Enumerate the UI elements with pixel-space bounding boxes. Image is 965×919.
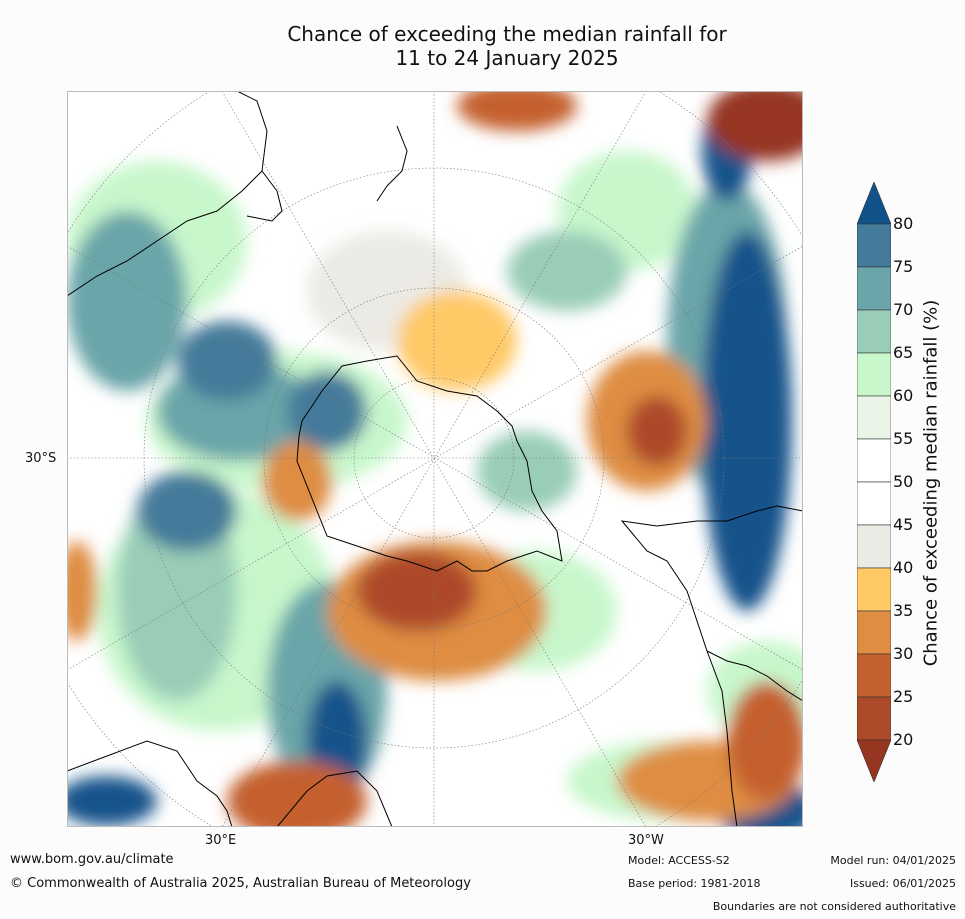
lon-label-30e: 30°E bbox=[205, 833, 237, 848]
colorbar-bin-75-80 bbox=[857, 223, 891, 268]
colorbar-bin-35-40 bbox=[857, 567, 891, 612]
rainfall-probability-map bbox=[67, 91, 803, 827]
colorbar-tick-label: 25 bbox=[893, 687, 914, 706]
map-svg bbox=[67, 91, 803, 827]
colorbar-bin-70-75 bbox=[857, 266, 891, 311]
base-period: Base period: 1981-2018 bbox=[628, 877, 761, 890]
issued-date: Issued: 06/01/2025 bbox=[849, 877, 956, 890]
colorbar-tick-label: 40 bbox=[893, 558, 914, 577]
colorbar-tick-label: 65 bbox=[893, 343, 914, 362]
colorbar-bin-40-45 bbox=[857, 524, 891, 569]
website-link[interactable]: www.bom.gov.au/climate bbox=[10, 852, 174, 867]
colorbar-tick-label: 45 bbox=[893, 515, 914, 534]
colorbar-bin-45-50 bbox=[857, 481, 891, 526]
colorbar bbox=[857, 182, 891, 782]
lon-label-30w: 30°W bbox=[628, 833, 664, 848]
coastlines bbox=[67, 91, 803, 827]
colorbar-bin-25-30 bbox=[857, 653, 891, 698]
colorbar-title: Chance of exceeding median rainfall (%) bbox=[920, 299, 942, 667]
colorbar-tick-label: 20 bbox=[893, 730, 914, 749]
lat-label-30s: 30°S bbox=[25, 451, 57, 466]
map-title: Chance of exceeding the median rainfall … bbox=[67, 22, 947, 70]
title-line-2: 11 to 24 January 2025 bbox=[395, 46, 619, 70]
colorbar-tick-label: 30 bbox=[893, 644, 914, 663]
colorbar-bin-60-65 bbox=[857, 352, 891, 397]
colorbar-tick-label: 35 bbox=[893, 601, 914, 620]
graticule bbox=[67, 91, 803, 827]
probability-field bbox=[67, 91, 803, 827]
colorbar-tick-label: 70 bbox=[893, 300, 914, 319]
colorbar-tick-label: 80 bbox=[893, 214, 914, 233]
colorbar-bin-30-35 bbox=[857, 610, 891, 655]
model-run-date: Model run: 04/01/2025 bbox=[830, 854, 956, 867]
colorbar-bin-above-80 bbox=[857, 182, 891, 225]
colorbar-bin-65-70 bbox=[857, 309, 891, 354]
model-name: Model: ACCESS-S2 bbox=[628, 854, 730, 867]
colorbar-tick-label: 75 bbox=[893, 257, 914, 276]
colorbar-bin-55-60 bbox=[857, 395, 891, 440]
title-line-1: Chance of exceeding the median rainfall … bbox=[287, 22, 727, 46]
boundary-disclaimer: Boundaries are not considered authoritat… bbox=[712, 900, 956, 913]
colorbar-bin-50-55 bbox=[857, 438, 891, 483]
colorbar-bin-20-25 bbox=[857, 696, 891, 741]
colorbar-tick-label: 60 bbox=[893, 386, 914, 405]
copyright-text: © Commonwealth of Australia 2025, Austra… bbox=[10, 876, 471, 891]
colorbar-tick-label: 55 bbox=[893, 429, 914, 448]
colorbar-tick-label: 50 bbox=[893, 472, 914, 491]
colorbar-bin-below-20 bbox=[857, 739, 891, 782]
